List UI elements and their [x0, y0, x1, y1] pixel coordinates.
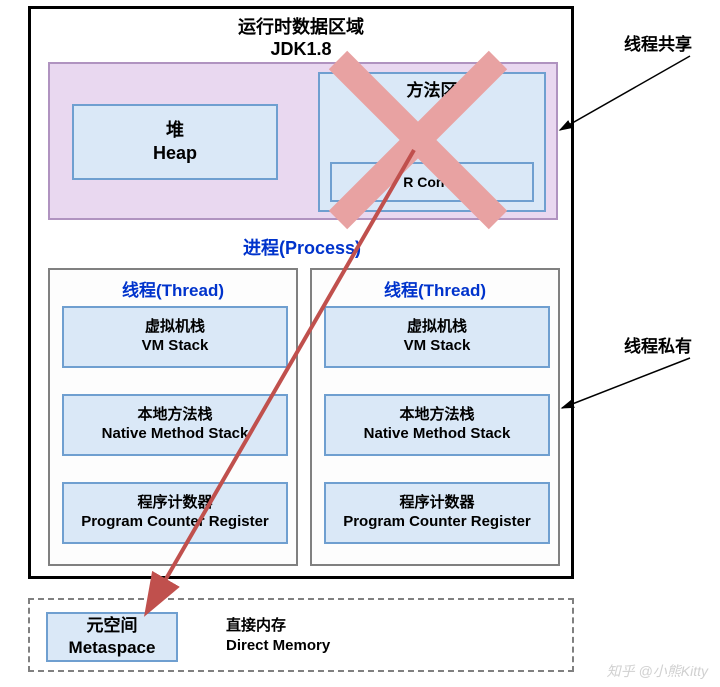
native-stack-cn-r: 本地方法栈	[326, 406, 548, 425]
pc-register-en: Program Counter Register	[64, 513, 286, 532]
thread-box-left: 线程(Thread) 虚拟机栈 VM Stack 本地方法栈 Native Me…	[48, 268, 298, 566]
thread-title-left: 线程(Thread)	[50, 276, 296, 301]
pc-register-cn: 程序计数器	[64, 494, 286, 513]
heap-label-cn: 堆	[74, 119, 276, 142]
metaspace-box: 元空间 Metaspace	[46, 612, 178, 662]
pc-register-left: 程序计数器 Program Counter Register	[62, 482, 288, 544]
vm-stack-en: VM Stack	[64, 337, 286, 356]
vm-stack-left: 虚拟机栈 VM Stack	[62, 306, 288, 368]
runtime-constant-pool-box: R Con ol	[330, 162, 534, 202]
main-title-en: JDK1.8	[31, 39, 571, 60]
rcp-label: R Con ol	[403, 173, 461, 191]
pc-register-en-r: Program Counter Register	[326, 513, 548, 532]
private-label: 线程私有	[624, 332, 692, 357]
heap-box: 堆 Heap	[72, 104, 278, 180]
metaspace-en: Metaspace	[48, 637, 176, 659]
vm-stack-cn: 虚拟机栈	[64, 318, 286, 337]
thread-box-right: 线程(Thread) 虚拟机栈 VM Stack 本地方法栈 Native Me…	[310, 268, 560, 566]
native-stack-en: Native Method Stack	[64, 425, 286, 444]
watermark: 知乎 @小熊Kitty	[607, 661, 708, 681]
vm-stack-en-r: VM Stack	[326, 337, 548, 356]
native-stack-right: 本地方法栈 Native Method Stack	[324, 394, 550, 456]
direct-memory-en: Direct Memory	[226, 636, 330, 656]
process-label: 进程(Process)	[188, 234, 416, 260]
heap-label-en: Heap	[74, 142, 276, 165]
native-stack-cn: 本地方法栈	[64, 406, 286, 425]
main-title-cn: 运行时数据区域	[31, 13, 571, 39]
native-stack-left: 本地方法栈 Native Method Stack	[62, 394, 288, 456]
shared-label: 线程共享	[624, 30, 692, 55]
pc-register-right: 程序计数器 Program Counter Register	[324, 482, 550, 544]
vm-stack-cn-r: 虚拟机栈	[326, 318, 548, 337]
native-stack-en-r: Native Method Stack	[326, 425, 548, 444]
private-arrow	[562, 358, 690, 408]
metaspace-cn: 元空间	[48, 615, 176, 637]
thread-title-right: 线程(Thread)	[312, 276, 558, 301]
direct-memory-cn: 直接内存	[226, 616, 330, 636]
shared-arrow	[560, 56, 690, 130]
main-title: 运行时数据区域 JDK1.8	[31, 13, 571, 60]
pc-register-cn-r: 程序计数器	[326, 494, 548, 513]
method-area-label-cn: 方法区	[320, 80, 544, 102]
vm-stack-right: 虚拟机栈 VM Stack	[324, 306, 550, 368]
direct-memory-label: 直接内存 Direct Memory	[226, 616, 330, 655]
